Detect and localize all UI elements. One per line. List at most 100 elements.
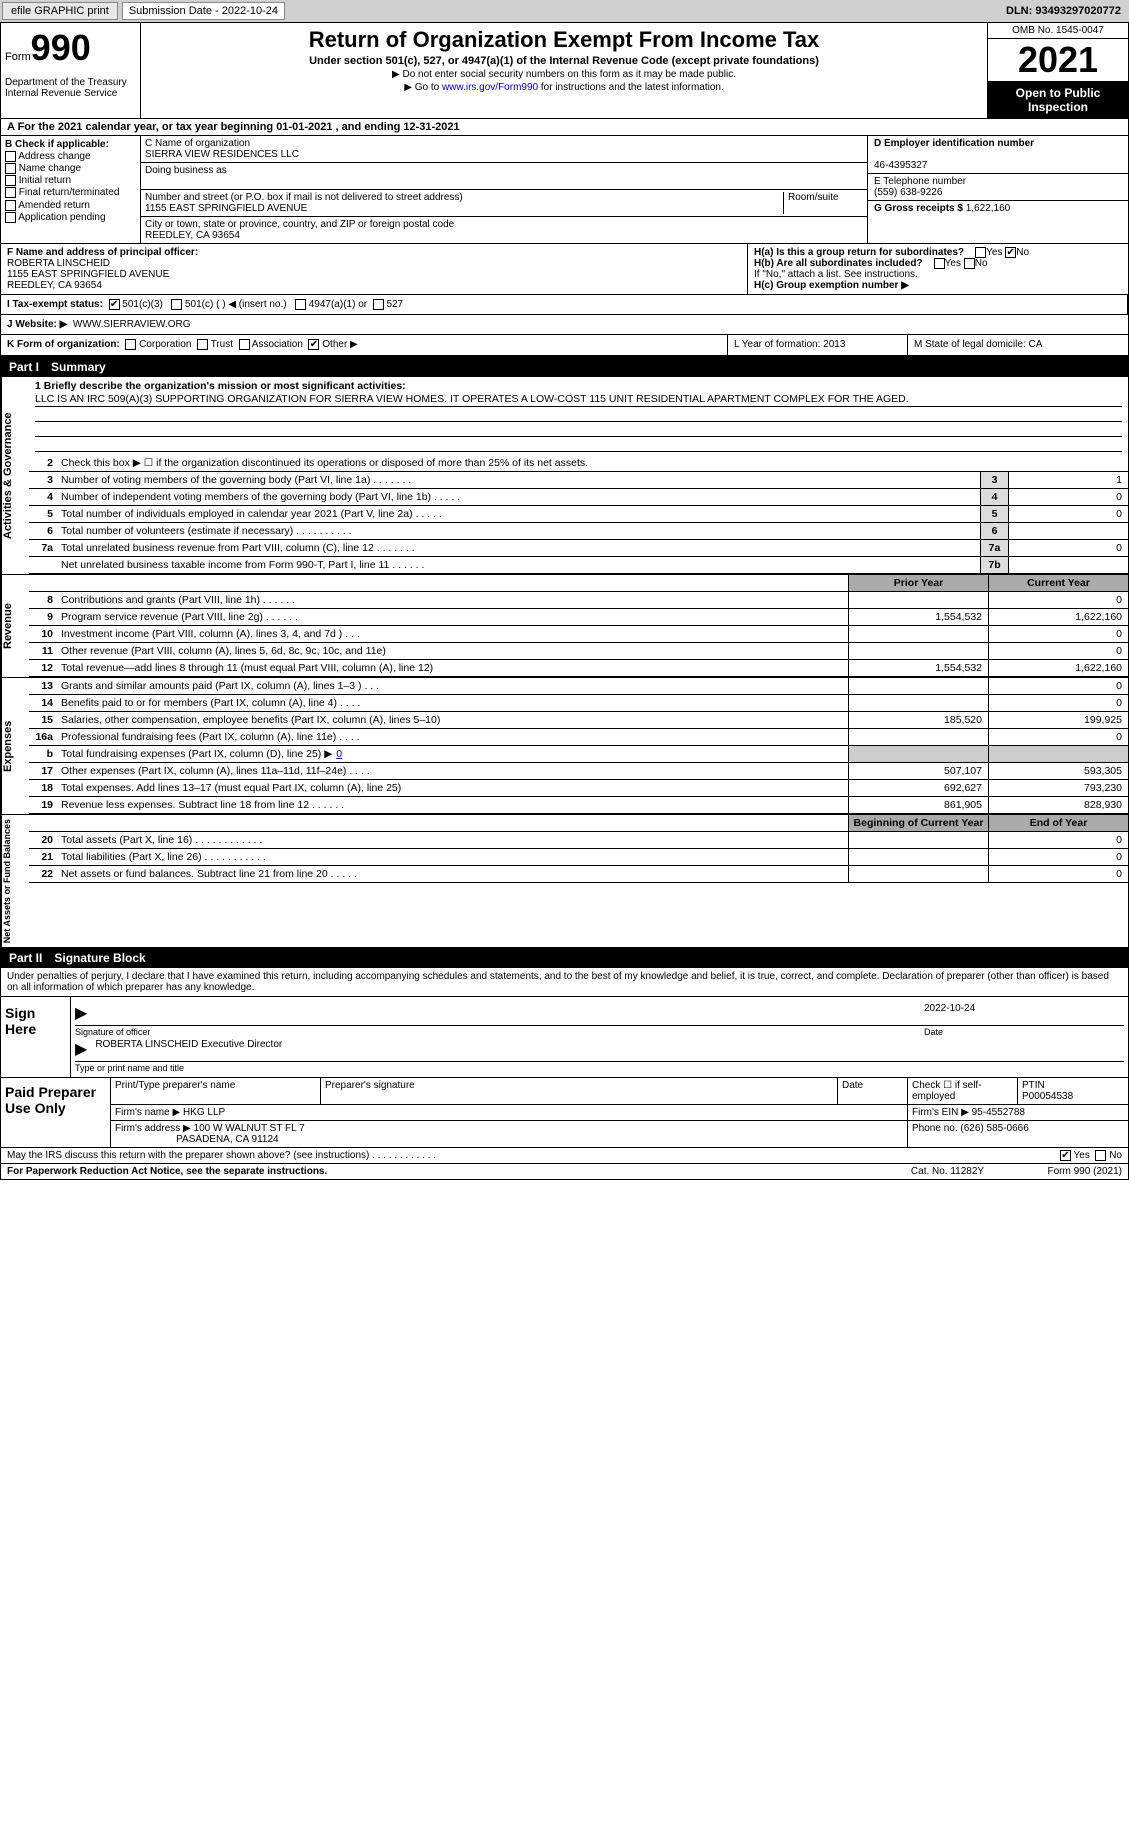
cb-501c3[interactable] (109, 299, 120, 310)
cb-name-change[interactable] (5, 163, 16, 174)
dln: DLN: 93493297020772 (1006, 5, 1127, 17)
line-19-desc: Revenue less expenses. Subtract line 18 … (57, 797, 848, 813)
line-8-cy: 0 (988, 592, 1128, 608)
line-17-cy: 593,305 (988, 763, 1128, 779)
prep-name-hdr: Print/Type preparer's name (111, 1078, 321, 1104)
line-22-e: 0 (988, 866, 1128, 882)
form-footer: For Paperwork Reduction Act Notice, see … (1, 1164, 1128, 1179)
line-21-desc: Total liabilities (Part X, line 26) . . … (57, 849, 848, 865)
efile-print-button[interactable]: efile GRAPHIC print (2, 2, 118, 20)
paperwork-notice: For Paperwork Reduction Act Notice, see … (7, 1166, 327, 1177)
row-i: I Tax-exempt status: 501(c)(3) 501(c) ( … (1, 295, 1128, 315)
room-suite-label: Room/suite (783, 192, 863, 214)
cb-trust[interactable] (197, 339, 208, 350)
row-j: J Website: ▶ WWW.SIERRAVIEW.ORG (1, 315, 1128, 335)
part-2-header: Part IISignature Block (1, 948, 1128, 968)
line-1-mission: 1 Briefly describe the organization's mi… (29, 377, 1128, 455)
firm-phone: (626) 585-0666 (960, 1123, 1028, 1134)
line-15-cy: 199,925 (988, 712, 1128, 728)
line-16b-desc: Total fundraising expenses (Part IX, col… (57, 746, 848, 762)
line-22-b (848, 866, 988, 882)
line-12-py: 1,554,532 (848, 660, 988, 676)
signature-intro: Under penalties of perjury, I declare th… (1, 968, 1128, 997)
org-name: SIERRA VIEW RESIDENCES LLC (145, 149, 299, 160)
line-8-py (848, 592, 988, 608)
dba-label: Doing business as (145, 165, 227, 176)
row-k-l-m: K Form of organization: Corporation Trus… (1, 335, 1128, 356)
line-16a-py (848, 729, 988, 745)
line-14-desc: Benefits paid to or for members (Part IX… (57, 695, 848, 711)
line-11-cy: 0 (988, 643, 1128, 659)
firm-ein-label: Firm's EIN ▶ (912, 1107, 969, 1118)
cb-501c[interactable] (171, 299, 182, 310)
line-6-val (1008, 523, 1128, 539)
tax-status-label: I Tax-exempt status: (7, 299, 103, 310)
cb-discuss-yes[interactable] (1060, 1150, 1071, 1161)
line-18-cy: 793,230 (988, 780, 1128, 796)
firm-name: HKG LLP (183, 1107, 225, 1118)
form-subtitle: Under section 501(c), 527, or 4947(a)(1)… (149, 55, 979, 67)
tax-year: 2021 (988, 39, 1128, 82)
begin-year-hdr: Beginning of Current Year (848, 815, 988, 831)
cb-other[interactable] (308, 339, 319, 350)
state-domicile: M State of legal domicile: CA (908, 335, 1128, 354)
cb-amended[interactable] (5, 200, 16, 211)
cb-address-change[interactable] (5, 151, 16, 162)
line-9-cy: 1,622,160 (988, 609, 1128, 625)
line-3-desc: Number of voting members of the governin… (57, 472, 980, 488)
firm-addr1: 100 W WALNUT ST FL 7 (194, 1123, 305, 1134)
irs-link[interactable]: www.irs.gov/Form990 (442, 82, 538, 93)
ein: 46-4395327 (874, 160, 927, 171)
cb-ha-yes[interactable] (975, 247, 986, 258)
cb-ha-no[interactable] (1005, 247, 1016, 258)
cb-hb-no[interactable] (964, 258, 975, 269)
line-11-desc: Other revenue (Part VIII, column (A), li… (57, 643, 848, 659)
line-17-py: 507,107 (848, 763, 988, 779)
line-9-desc: Program service revenue (Part VIII, line… (57, 609, 848, 625)
ptin: P00054538 (1022, 1091, 1073, 1102)
line-12-desc: Total revenue—add lines 8 through 11 (mu… (57, 660, 848, 676)
line-11-py (848, 643, 988, 659)
cb-assoc[interactable] (239, 339, 250, 350)
line-3-val: 1 (1008, 472, 1128, 488)
vtab-activities: Activities & Governance (1, 377, 29, 574)
cb-initial-return[interactable] (5, 175, 16, 186)
cb-hb-yes[interactable] (934, 258, 945, 269)
line-17-desc: Other expenses (Part IX, column (A), lin… (57, 763, 848, 779)
discuss-question: May the IRS discuss this return with the… (7, 1150, 1060, 1161)
vtab-expenses: Expenses (1, 678, 29, 814)
vtab-net-assets: Net Assets or Fund Balances (1, 815, 29, 947)
cb-app-pending[interactable] (5, 212, 16, 223)
cb-corp[interactable] (125, 339, 136, 350)
line-21-e: 0 (988, 849, 1128, 865)
line-10-cy: 0 (988, 626, 1128, 642)
col-b-checkboxes: B Check if applicable: Address change Na… (1, 136, 141, 243)
vtab-revenue: Revenue (1, 575, 29, 677)
officer-name: ROBERTA LINSCHEID (7, 258, 110, 269)
paid-preparer-label: Paid Preparer Use Only (1, 1078, 111, 1147)
arrow-icon: ▶ (75, 1003, 87, 1023)
sig-date-label: Date (924, 1027, 1124, 1037)
officer-addr2: REEDLEY, CA 93654 (7, 280, 102, 291)
street-address: 1155 EAST SPRINGFIELD AVENUE (145, 203, 307, 214)
form-word: Form (5, 51, 31, 63)
line-2: Check this box ▶ ☐ if the organization d… (57, 455, 1128, 471)
cb-discuss-no[interactable] (1095, 1150, 1106, 1161)
top-bar: efile GRAPHIC print Submission Date - 20… (0, 0, 1129, 22)
line-5-desc: Total number of individuals employed in … (57, 506, 980, 522)
line-4-val: 0 (1008, 489, 1128, 505)
form-header: Form990 Department of the Treasury Inter… (1, 23, 1128, 119)
end-year-hdr: End of Year (988, 815, 1128, 831)
website-label: J Website: ▶ (7, 319, 67, 330)
open-to-public: Open to Public Inspection (988, 82, 1128, 118)
line-20-desc: Total assets (Part X, line 16) . . . . .… (57, 832, 848, 848)
prep-date-hdr: Date (838, 1078, 908, 1104)
line-19-cy: 828,930 (988, 797, 1128, 813)
tel-label: E Telephone number (874, 176, 966, 187)
dept-treasury: Department of the Treasury Internal Reve… (5, 77, 136, 99)
ha-label: H(a) Is this a group return for subordin… (754, 247, 964, 258)
ssn-note: ▶ Do not enter social security numbers o… (149, 69, 979, 80)
cb-final-return[interactable] (5, 187, 16, 198)
cb-4947[interactable] (295, 299, 306, 310)
cb-527[interactable] (373, 299, 384, 310)
